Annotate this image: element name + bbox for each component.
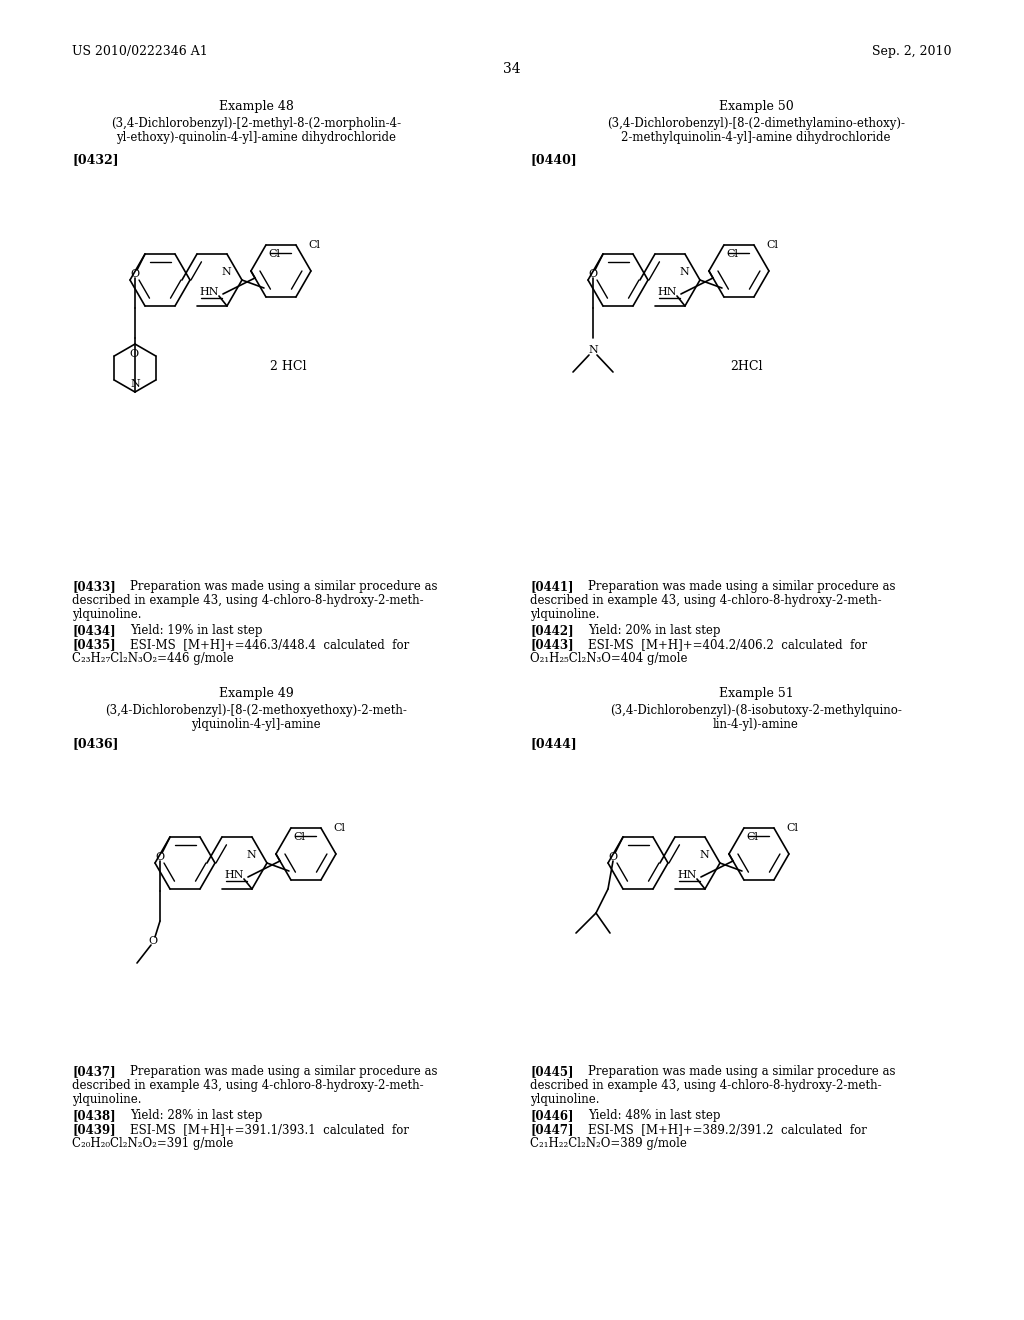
Text: [0446]: [0446]	[530, 1109, 573, 1122]
Text: US 2010/0222346 A1: US 2010/0222346 A1	[72, 45, 208, 58]
Text: [0432]: [0432]	[72, 153, 119, 166]
Text: ESI-MS  [M+H]+=404.2/406.2  calculated  for: ESI-MS [M+H]+=404.2/406.2 calculated for	[588, 638, 867, 651]
Text: O: O	[129, 348, 138, 359]
Text: Example 49: Example 49	[219, 686, 293, 700]
Text: O: O	[608, 851, 617, 862]
Text: [0440]: [0440]	[530, 153, 577, 166]
Text: Cl: Cl	[333, 822, 345, 833]
Text: O: O	[589, 269, 598, 279]
Text: [0443]: [0443]	[530, 638, 573, 651]
Text: [0439]: [0439]	[72, 1123, 116, 1137]
Text: O: O	[156, 851, 165, 862]
Text: Preparation was made using a similar procedure as: Preparation was made using a similar pro…	[130, 579, 437, 593]
Text: 34: 34	[503, 62, 521, 77]
Text: ylquinolin-4-yl]-amine: ylquinolin-4-yl]-amine	[191, 718, 321, 731]
Text: Cl: Cl	[745, 832, 758, 842]
Text: Cl: Cl	[786, 822, 798, 833]
Text: described in example 43, using 4-chloro-8-hydroxy-2-meth-: described in example 43, using 4-chloro-…	[72, 1078, 424, 1092]
Text: [0447]: [0447]	[530, 1123, 573, 1137]
Text: ESI-MS  [M+H]+=446.3/448.4  calculated  for: ESI-MS [M+H]+=446.3/448.4 calculated for	[130, 638, 410, 651]
Text: Yield: 20% in last step: Yield: 20% in last step	[588, 624, 721, 638]
Text: N: N	[588, 345, 598, 355]
Text: Cl: Cl	[308, 240, 319, 249]
Text: described in example 43, using 4-chloro-8-hydroxy-2-meth-: described in example 43, using 4-chloro-…	[530, 594, 882, 607]
Text: described in example 43, using 4-chloro-8-hydroxy-2-meth-: described in example 43, using 4-chloro-…	[72, 594, 424, 607]
Text: lin-4-yl)-amine: lin-4-yl)-amine	[713, 718, 799, 731]
Text: Yield: 19% in last step: Yield: 19% in last step	[130, 624, 262, 638]
Text: Yield: 28% in last step: Yield: 28% in last step	[130, 1109, 262, 1122]
Text: C₂₀H₂₀Cl₂N₂O₂=391 g/mole: C₂₀H₂₀Cl₂N₂O₂=391 g/mole	[72, 1137, 233, 1150]
Text: HN: HN	[224, 870, 244, 880]
Text: ylquinoline.: ylquinoline.	[72, 1093, 141, 1106]
Text: HN: HN	[677, 870, 696, 880]
Text: yl-ethoxy)-quinolin-4-yl]-amine dihydrochloride: yl-ethoxy)-quinolin-4-yl]-amine dihydroc…	[116, 131, 396, 144]
Text: described in example 43, using 4-chloro-8-hydroxy-2-meth-: described in example 43, using 4-chloro-…	[530, 1078, 882, 1092]
Text: Example 48: Example 48	[218, 100, 294, 114]
Text: (3,4-Dichlorobenzyl)-(8-isobutoxy-2-methylquino-: (3,4-Dichlorobenzyl)-(8-isobutoxy-2-meth…	[610, 704, 902, 717]
Text: Cl: Cl	[268, 249, 280, 259]
Text: 2 HCl: 2 HCl	[270, 360, 306, 374]
Text: [0433]: [0433]	[72, 579, 116, 593]
Text: [0438]: [0438]	[72, 1109, 116, 1122]
Text: Preparation was made using a similar procedure as: Preparation was made using a similar pro…	[588, 1065, 896, 1078]
Text: (3,4-Dichlorobenzyl)-[8-(2-dimethylamino-ethoxy)-: (3,4-Dichlorobenzyl)-[8-(2-dimethylamino…	[607, 117, 905, 129]
Text: N: N	[221, 267, 231, 277]
Text: Preparation was made using a similar procedure as: Preparation was made using a similar pro…	[130, 1065, 437, 1078]
Text: [0434]: [0434]	[72, 624, 116, 638]
Text: Cl: Cl	[766, 240, 778, 249]
Text: 2-methylquinolin-4-yl]-amine dihydrochloride: 2-methylquinolin-4-yl]-amine dihydrochlo…	[622, 131, 891, 144]
Text: ylquinoline.: ylquinoline.	[530, 609, 599, 620]
Text: ylquinoline.: ylquinoline.	[72, 609, 141, 620]
Text: O₂₁H₂₅Cl₂N₃O=404 g/mole: O₂₁H₂₅Cl₂N₃O=404 g/mole	[530, 652, 687, 665]
Text: ylquinoline.: ylquinoline.	[530, 1093, 599, 1106]
Text: N: N	[699, 850, 710, 859]
Text: [0435]: [0435]	[72, 638, 116, 651]
Text: [0436]: [0436]	[72, 737, 119, 750]
Text: N: N	[247, 850, 256, 859]
Text: [0445]: [0445]	[530, 1065, 573, 1078]
Text: C₂₃H₂₇Cl₂N₃O₂=446 g/mole: C₂₃H₂₇Cl₂N₃O₂=446 g/mole	[72, 652, 233, 665]
Text: ESI-MS  [M+H]+=391.1/393.1  calculated  for: ESI-MS [M+H]+=391.1/393.1 calculated for	[130, 1123, 409, 1137]
Text: [0437]: [0437]	[72, 1065, 116, 1078]
Text: N: N	[130, 379, 140, 389]
Text: (3,4-Dichlorobenzyl)-[2-methyl-8-(2-morpholin-4-: (3,4-Dichlorobenzyl)-[2-methyl-8-(2-morp…	[111, 117, 401, 129]
Text: (3,4-Dichlorobenzyl)-[8-(2-methoxyethoxy)-2-meth-: (3,4-Dichlorobenzyl)-[8-(2-methoxyethoxy…	[105, 704, 407, 717]
Text: Sep. 2, 2010: Sep. 2, 2010	[872, 45, 952, 58]
Text: [0442]: [0442]	[530, 624, 573, 638]
Text: [0444]: [0444]	[530, 737, 577, 750]
Text: Example 50: Example 50	[719, 100, 794, 114]
Text: Preparation was made using a similar procedure as: Preparation was made using a similar pro…	[588, 579, 896, 593]
Text: ESI-MS  [M+H]+=389.2/391.2  calculated  for: ESI-MS [M+H]+=389.2/391.2 calculated for	[588, 1123, 867, 1137]
Text: Yield: 48% in last step: Yield: 48% in last step	[588, 1109, 721, 1122]
Text: HN: HN	[200, 286, 219, 297]
Text: Example 51: Example 51	[719, 686, 794, 700]
Text: C₂₁H₂₂Cl₂N₂O=389 g/mole: C₂₁H₂₂Cl₂N₂O=389 g/mole	[530, 1137, 687, 1150]
Text: O: O	[130, 269, 139, 279]
Text: O: O	[148, 936, 158, 946]
Text: N: N	[679, 267, 689, 277]
Text: Cl: Cl	[726, 249, 738, 259]
Text: HN: HN	[657, 286, 677, 297]
Text: Cl: Cl	[293, 832, 305, 842]
Text: [0441]: [0441]	[530, 579, 573, 593]
Text: 2HCl: 2HCl	[730, 360, 763, 374]
